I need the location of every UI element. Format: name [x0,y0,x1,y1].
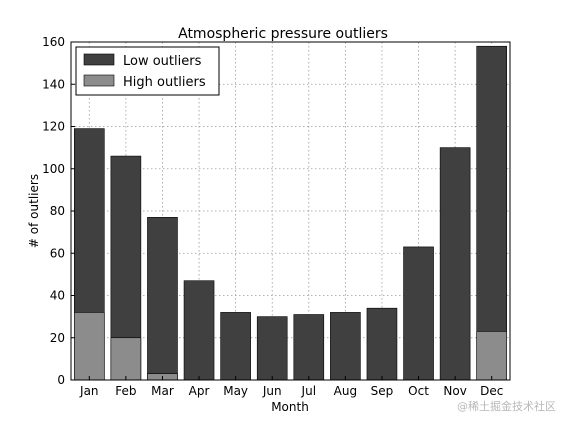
y-tick-label: 80 [50,204,65,218]
bar-low-outliers [147,217,178,381]
x-ticks: Jan Feb Mar Apr May Jun Jul Aug Sep Oct Nov Dec [79,376,503,398]
bar-low-outliers [403,246,434,381]
legend-label-high: High outliers [123,75,206,90]
x-tick-label: May [223,384,248,398]
watermark: @稀土掘金技术社区 [457,399,556,413]
legend-label-low: Low outliers [123,54,202,69]
x-tick-label: Oct [408,384,429,398]
bar-low-outliers [256,316,288,381]
y-tick-label: 140 [42,77,65,91]
y-axis-label: # of outliers [27,174,41,248]
x-tick-label: Apr [189,384,210,398]
legend-swatch-high [83,74,115,87]
bar-low-outliers [183,280,215,381]
chart-title: Atmospheric pressure outliers [178,26,388,42]
x-tick-label: Jun [262,384,282,398]
y-tick-label: 120 [42,120,65,134]
x-tick-label: Mar [151,384,174,398]
bar-low-outliers [439,147,471,381]
x-tick-label: Jul [301,384,316,398]
x-tick-label: Nov [443,384,466,398]
x-tick-label: Sep [371,384,394,398]
legend-swatch-low [83,53,115,66]
legend: Low outliers High outliers [75,46,220,96]
y-tick-label: 20 [50,331,65,345]
bars [73,45,508,381]
bar-high-outliers [110,337,142,381]
bar-low-outliers [366,307,398,381]
x-tick-label: Jan [79,384,99,398]
x-tick-label: Feb [115,384,136,398]
y-tick-label: 160 [42,35,65,49]
bar-high-outliers [476,331,508,381]
y-tick-label: 0 [57,373,65,387]
bar-low-outliers [476,45,508,381]
y-ticks: 0 20 40 60 80 100 120 140 160 [42,35,75,387]
bar-low-outliers [330,312,361,381]
x-tick-label: Dec [480,384,503,398]
bar-low-outliers [293,314,325,381]
y-tick-label: 100 [42,162,65,176]
bar-low-outliers [220,312,251,381]
x-axis-label: Month [271,400,309,414]
bar-high-outliers [73,312,105,381]
y-tick-label: 40 [50,289,65,303]
y-tick-label: 60 [50,246,65,260]
x-tick-label: Aug [334,384,357,398]
